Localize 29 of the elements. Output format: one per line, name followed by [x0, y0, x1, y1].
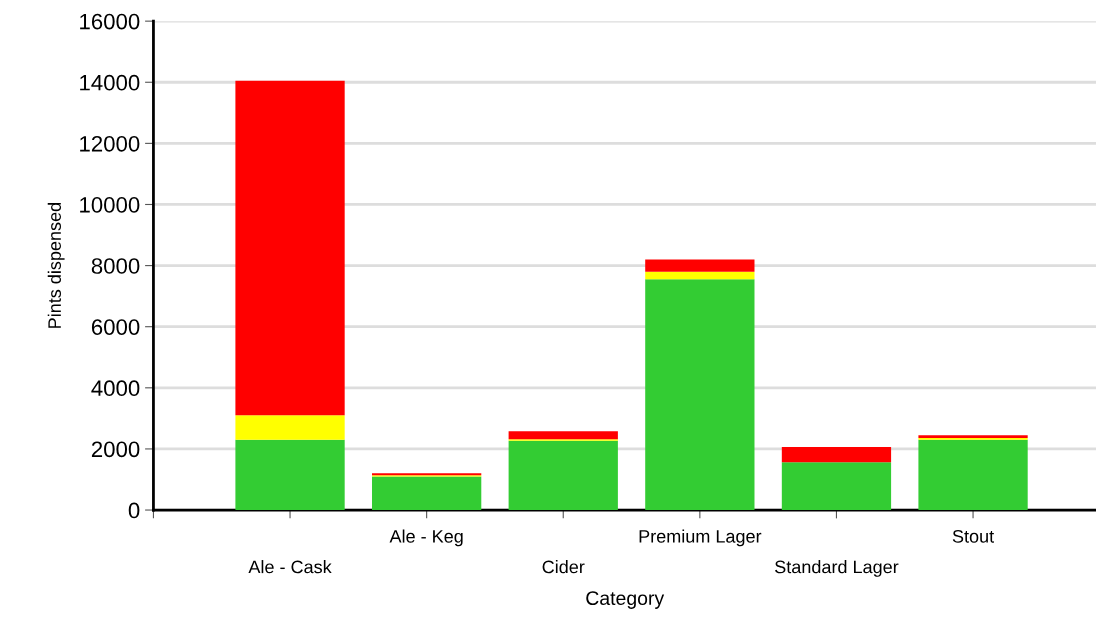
bar: [508, 431, 618, 440]
y-tick-label: 6000: [91, 319, 140, 335]
bar: [372, 476, 482, 511]
bar: [918, 439, 1028, 511]
y-tick-label: 2000: [91, 441, 140, 458]
bar: [235, 415, 345, 440]
y-axis-title: Pints dispensed: [47, 203, 65, 328]
y-tick-label: 12000: [80, 135, 140, 152]
x-tick-label: Premium Lager: [639, 529, 762, 547]
x-tick-label: Cider: [542, 560, 585, 574]
x-tick-label: Ale - Cask: [248, 560, 332, 574]
x-axis-title: Category: [586, 591, 665, 609]
bar: [645, 259, 755, 272]
bar: [781, 462, 892, 511]
y-tick-label: 14000: [80, 74, 140, 91]
bar: [235, 80, 345, 416]
y-tick-label: 10000: [80, 197, 140, 213]
bar: [781, 447, 892, 463]
y-tick-label: 8000: [91, 258, 140, 274]
x-tick-label: Stout: [952, 529, 995, 543]
y-tick-label: 16000: [80, 13, 140, 30]
x-tick-label: Standard Lager: [775, 560, 899, 577]
bar: [645, 271, 755, 280]
bar: [508, 440, 618, 511]
bar: [235, 439, 345, 511]
bar: [645, 279, 755, 511]
y-tick-label: 0: [128, 502, 140, 519]
y-tick-label: 4000: [91, 380, 140, 397]
x-tick-label: Ale - Keg: [389, 529, 463, 547]
